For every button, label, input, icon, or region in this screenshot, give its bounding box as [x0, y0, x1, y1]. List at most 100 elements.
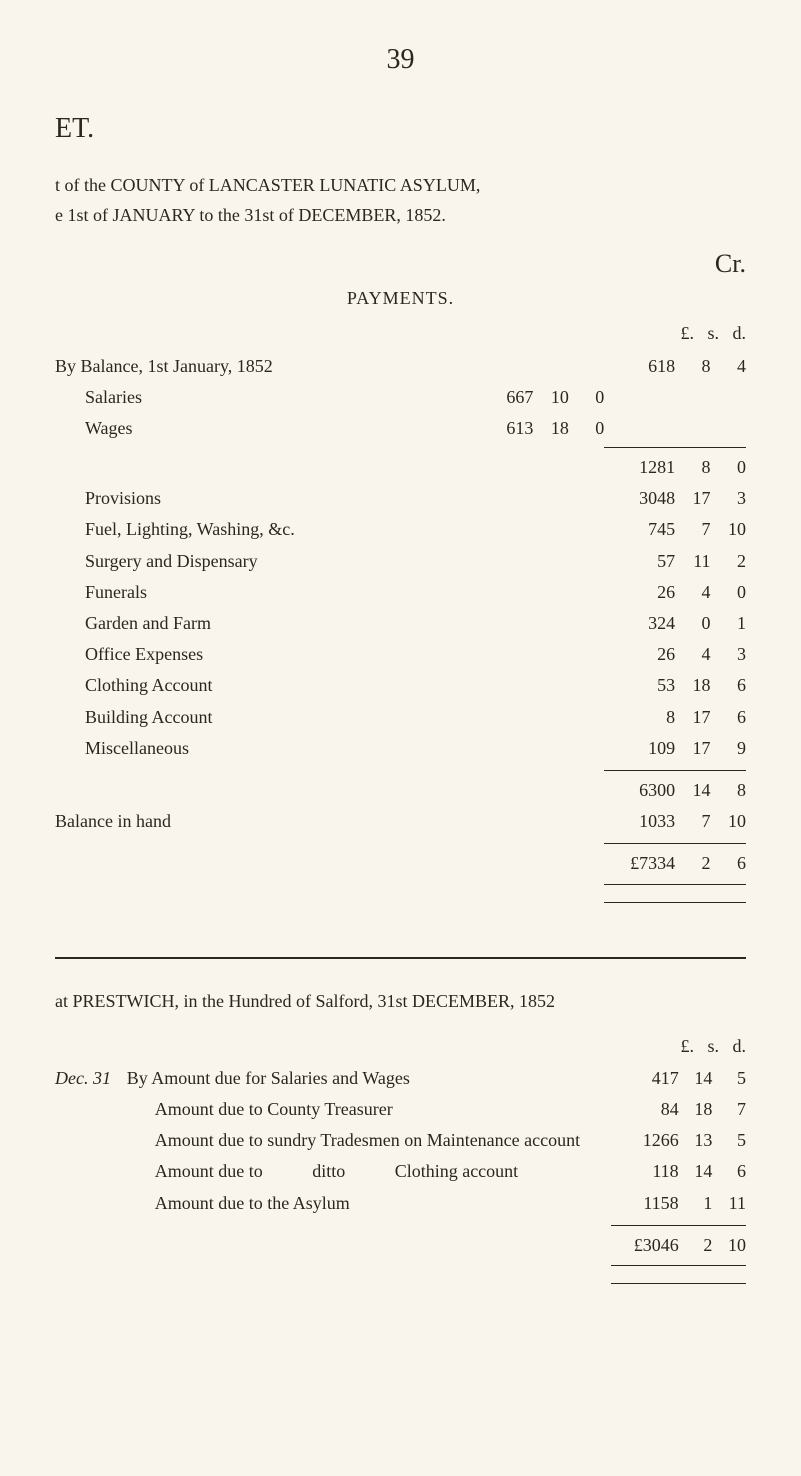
- amount-d: 0: [569, 382, 604, 413]
- title-line-1: t of the COUNTY of LANCASTER LUNATIC ASY…: [55, 173, 746, 198]
- dec-desc: Amount due to ditto Clothing account: [127, 1156, 612, 1187]
- amount-s: 7: [675, 514, 710, 545]
- clothing-label: Clothing Account: [55, 670, 480, 701]
- section-divider: [55, 957, 746, 959]
- amount-s: 17: [675, 702, 710, 733]
- table-row: Funerals 26 4 0: [55, 577, 746, 608]
- rule-row: [55, 444, 746, 452]
- amount-s: 7: [675, 806, 710, 837]
- rule-row: [127, 1280, 746, 1288]
- amount-d: 5: [712, 1125, 746, 1156]
- amount-s: 14: [679, 1063, 713, 1094]
- rule-row: [55, 764, 746, 775]
- table-row: Amount due to the Asylum 1158 1 11: [127, 1188, 746, 1219]
- office-label: Office Expenses: [55, 639, 480, 670]
- amount-s: 17: [675, 483, 710, 514]
- amount-d: 10: [711, 514, 746, 545]
- amount-s: 18: [675, 670, 710, 701]
- dec-table: By Amount due for Salaries and Wages 417…: [127, 1063, 746, 1288]
- table-row: Provisions 3048 17 3: [55, 483, 746, 514]
- amount-d: 5: [712, 1063, 746, 1094]
- amount-l: £7334: [604, 848, 675, 879]
- amount-l: 324: [604, 608, 675, 639]
- amount-s: 4: [675, 577, 710, 608]
- misc-label: Miscellaneous: [55, 733, 480, 764]
- amount-s: 18: [533, 413, 568, 444]
- amount-s: 14: [675, 775, 710, 806]
- funerals-label: Funerals: [55, 577, 480, 608]
- amount-l: 1158: [611, 1188, 678, 1219]
- amount-s: 4: [675, 639, 710, 670]
- table-row: By Amount due for Salaries and Wages 417…: [127, 1063, 746, 1094]
- amount-d: 9: [711, 733, 746, 764]
- page-number: 39: [55, 40, 746, 79]
- rule-row: [127, 1219, 746, 1230]
- wages-label: Wages: [55, 413, 480, 444]
- amount-l: 8: [604, 702, 675, 733]
- garden-label: Garden and Farm: [55, 608, 480, 639]
- table-row: By Balance, 1st January, 1852 618 8 4: [55, 351, 746, 382]
- table-row: £7334 2 6: [55, 848, 746, 879]
- amount-s: 2: [675, 848, 710, 879]
- table-row: Fuel, Lighting, Washing, &c. 745 7 10: [55, 514, 746, 545]
- amount-d: 0: [711, 452, 746, 483]
- amount-l: 3048: [604, 483, 675, 514]
- amount-d: 6: [711, 670, 746, 701]
- building-label: Building Account: [55, 702, 480, 733]
- table-row: Salaries 667 10 0: [55, 382, 746, 413]
- payments-heading: PAYMENTS.: [55, 286, 746, 311]
- amount-l: 118: [611, 1156, 678, 1187]
- title-block: t of the COUNTY of LANCASTER LUNATIC ASY…: [55, 173, 746, 227]
- salaries-label: Salaries: [55, 382, 480, 413]
- table-row: 1281 8 0: [55, 452, 746, 483]
- amount-l: £3046: [611, 1230, 678, 1261]
- amount-d: 1: [711, 608, 746, 639]
- amount-d: 2: [711, 546, 746, 577]
- table-row: 6300 14 8: [55, 775, 746, 806]
- balance-hand-label: Balance in hand: [55, 806, 480, 837]
- amount-s: 11: [675, 546, 710, 577]
- amount-d: 8: [711, 775, 746, 806]
- amount-l: 618: [604, 351, 675, 382]
- amount-s: 0: [675, 608, 710, 639]
- amount-d: 3: [711, 639, 746, 670]
- amount-s: 14: [679, 1156, 713, 1187]
- table-row: Amount due to sundry Tradesmen on Mainte…: [127, 1125, 746, 1156]
- amount-s: 2: [679, 1230, 713, 1261]
- table-row: Garden and Farm 324 0 1: [55, 608, 746, 639]
- rule-row: [55, 837, 746, 848]
- amount-d: 10: [712, 1230, 746, 1261]
- rule-row: [55, 899, 746, 907]
- table-row: Office Expenses 26 4 3: [55, 639, 746, 670]
- table-row: Wages 613 18 0: [55, 413, 746, 444]
- dec-desc: Amount due to the Asylum: [127, 1188, 612, 1219]
- provisions-label: Provisions: [55, 483, 480, 514]
- amount-l: 26: [604, 577, 675, 608]
- dec-desc: Amount due to sundry Tradesmen on Mainte…: [127, 1125, 612, 1156]
- dec-desc: By Amount due for Salaries and Wages: [127, 1063, 612, 1094]
- lsd-header: £. s. d.: [55, 321, 746, 346]
- amount-s: 17: [675, 733, 710, 764]
- cr-symbol: Cr.: [55, 246, 746, 282]
- table-row: Balance in hand 1033 7 10: [55, 806, 746, 837]
- amount-d: 11: [712, 1188, 746, 1219]
- table-row: Amount due to County Treasurer 84 18 7: [127, 1094, 746, 1125]
- amount-l: 745: [604, 514, 675, 545]
- amount-l: 109: [604, 733, 675, 764]
- fuel-label: Fuel, Lighting, Washing, &c.: [55, 514, 480, 545]
- amount-d: 0: [711, 577, 746, 608]
- amount-d: 0: [569, 413, 604, 444]
- rule-row: [55, 880, 746, 889]
- lsd-header-2: £. s. d.: [55, 1034, 746, 1059]
- amount-s: 10: [533, 382, 568, 413]
- dec-date-label: Dec. 31: [55, 1063, 127, 1091]
- balance-label: By Balance, 1st January, 1852: [55, 351, 480, 382]
- table-row: Clothing Account 53 18 6: [55, 670, 746, 701]
- header-abbrev: ET.: [55, 109, 746, 148]
- amount-s: 13: [679, 1125, 713, 1156]
- amount-l: 417: [611, 1063, 678, 1094]
- amount-l: 1281: [604, 452, 675, 483]
- amount-l: 53: [604, 670, 675, 701]
- table-row: Amount due to ditto Clothing account 118…: [127, 1156, 746, 1187]
- amount-s: 8: [675, 452, 710, 483]
